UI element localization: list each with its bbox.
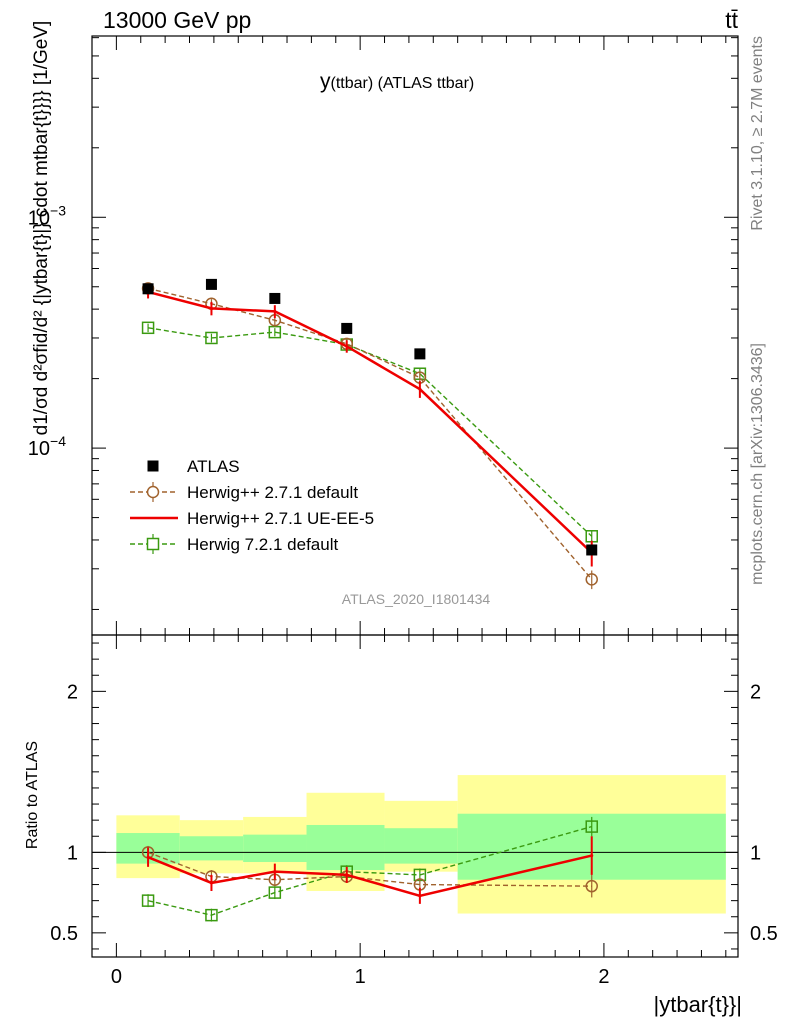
main-point-h271ue	[418, 387, 422, 391]
axes-group: 10−310−40 1 20.5 0.51 12 2	[28, 35, 778, 988]
main-point-atlas	[142, 283, 154, 295]
ratio-point-h721	[268, 886, 282, 899]
ratio-point-h271ue	[345, 873, 349, 877]
ratio-band-inner	[306, 824, 385, 871]
rivet-label: Rivet 3.1.10, ≥ 2.7M events	[749, 36, 766, 231]
ratio-ytick-label: 2	[67, 681, 78, 703]
main-ytick-exp: −4	[50, 433, 66, 449]
header-final-state: tt̄	[725, 7, 738, 33]
legend-marker-atlas	[147, 460, 159, 472]
main-point-atlas	[414, 348, 426, 360]
ratio-series-group	[141, 816, 598, 922]
ratio-band-inner	[384, 828, 458, 864]
ratio-point-h271ue	[590, 854, 594, 858]
legend-label-atlas: ATLAS	[187, 457, 240, 476]
ratio-point-h271ue	[273, 870, 277, 874]
main-point-h271def	[585, 573, 598, 586]
ratio-line-h271ue	[147, 854, 593, 898]
ratio-ytick-label-right: 2	[750, 681, 761, 703]
legend: ATLAS Herwig++ 2.7.1 default Herwig++ 2.7.…	[130, 457, 374, 554]
main-point-atlas	[205, 278, 217, 290]
main-point-h271ue	[209, 306, 213, 310]
ratio-ytick-label: 1	[67, 842, 78, 864]
main-ytick-base: 10	[28, 207, 50, 229]
ratio-xtick-label: 2	[598, 966, 609, 988]
main-title: y(ttbar) (ATLAS ttbar)	[320, 70, 474, 93]
main-point-h721	[205, 331, 218, 345]
legend-label-h721: Herwig 7.2.1 default	[187, 535, 338, 554]
main-ytick-label: 10−4	[28, 433, 66, 460]
legend-marker-h721	[146, 537, 160, 551]
ratio-point-h271ue	[418, 894, 422, 898]
main-ytick-base: 10	[28, 438, 50, 460]
ratio-line-h721	[147, 825, 592, 916]
main-point-h271ue	[273, 309, 277, 313]
ratio-xtick-label: 1	[355, 966, 366, 988]
main-point-h721	[268, 325, 282, 339]
ratio-ytick-label: 0.5	[50, 923, 78, 945]
legend-marker-h271def	[146, 485, 160, 499]
ratio-ylabel: Ratio to ATLAS	[24, 741, 41, 849]
main-series-group	[141, 278, 598, 590]
main-line-h271def	[147, 287, 593, 580]
main-point-atlas	[586, 544, 598, 556]
ratio-ytick-label-right: 0.5	[750, 923, 778, 945]
analysis-id: ATLAS_2020_I1801434	[342, 591, 491, 607]
ratio-point-h271def	[585, 879, 598, 893]
main-point-atlas	[269, 292, 281, 304]
ratio-point-h271ue	[146, 855, 150, 859]
mcplots-label: mcplots.cern.ch [arXiv:1306.3436]	[749, 343, 766, 585]
legend-label-h271ue: Herwig++ 2.7.1 UE-EE-5	[187, 509, 374, 528]
ratio-frame	[91, 634, 739, 958]
main-line-h721	[147, 327, 593, 537]
ratio-point-h721	[585, 820, 598, 833]
xlabel: |ytbar{t}}|	[654, 992, 743, 1017]
legend-label-h271def: Herwig++ 2.7.1 default	[187, 483, 358, 502]
ratio-band-inner	[243, 834, 307, 863]
main-title-sub: (ttbar) (ATLAS ttbar)	[331, 75, 475, 92]
ratio-point-h721	[141, 894, 155, 907]
header-process: 13000 GeV pp	[103, 7, 251, 33]
ratio-point-h721	[205, 908, 218, 922]
main-point-h271ue	[345, 344, 349, 348]
main-line-h271ue	[147, 290, 593, 554]
main-title-main: y	[320, 70, 331, 93]
main-point-atlas	[341, 322, 353, 334]
ratio-bands	[116, 775, 726, 914]
ratio-band-inner	[179, 836, 244, 861]
main-ylabel: d1/σd d²σfid/d² {|ytbar{t}|} cdot mtbar{…	[31, 21, 52, 436]
main-ytick-exp: −3	[50, 202, 66, 218]
ratio-ytick-label-right: 1	[750, 842, 761, 864]
main-ytick-label: 10−3	[28, 202, 66, 229]
main-point-h721	[141, 321, 155, 335]
ratio-line-h271def	[147, 851, 592, 887]
ratio-point-h271ue	[209, 881, 213, 885]
ratio-xtick-label: 0	[111, 966, 122, 988]
